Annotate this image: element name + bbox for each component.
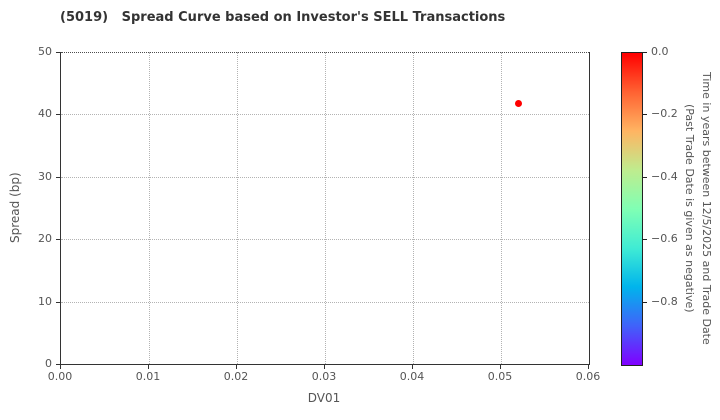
colorbar: [621, 52, 643, 366]
gridline-v: [413, 52, 414, 364]
y-tick-label: 40: [38, 107, 52, 120]
colorbar-tick-mark: [643, 177, 647, 178]
y-tick-mark: [56, 302, 60, 303]
colorbar-tick-mark: [643, 52, 647, 53]
y-tick-mark: [56, 239, 60, 240]
x-tick-mark: [324, 365, 325, 369]
colorbar-label-line1: Time in years between 12/5/2025 and Trad…: [700, 71, 713, 345]
x-tick-label: 0.06: [575, 370, 601, 383]
colorbar-tick-label: −0.4: [651, 170, 678, 183]
x-tick-label: 0.05: [487, 370, 513, 383]
y-tick-label: 0: [45, 357, 52, 370]
y-axis-label: Spread (bp): [8, 172, 22, 244]
colorbar-tick-mark: [643, 302, 647, 303]
y-tick-label: 30: [38, 170, 52, 183]
colorbar-tick-label: −0.2: [651, 107, 678, 120]
gridline-v: [237, 52, 238, 364]
gridline-v: [325, 52, 326, 364]
gridline-h: [61, 177, 589, 178]
colorbar-tick-mark: [643, 239, 647, 240]
y-tick-label: 10: [38, 295, 52, 308]
x-tick-mark: [60, 365, 61, 369]
x-tick-mark: [412, 365, 413, 369]
x-tick-mark: [148, 365, 149, 369]
gridline-h: [61, 114, 589, 115]
gridline-v: [149, 52, 150, 364]
y-tick-label: 20: [38, 232, 52, 245]
gridline-h: [61, 302, 589, 303]
x-tick-mark: [588, 365, 589, 369]
gridline-h: [61, 239, 589, 240]
gridline-v: [501, 52, 502, 364]
chart-title: (5019) Spread Curve based on Investor's …: [60, 10, 506, 25]
y-tick-mark: [56, 52, 60, 53]
y-tick-mark: [56, 364, 60, 365]
x-tick-label: 0.00: [47, 370, 73, 383]
colorbar-label: Time in years between 12/5/2025 and Trad…: [679, 52, 715, 364]
colorbar-tick-mark: [643, 114, 647, 115]
y-tick-mark: [56, 177, 60, 178]
data-point: [515, 100, 523, 108]
colorbar-tick-label: −0.6: [651, 232, 678, 245]
y-tick-label: 50: [38, 45, 52, 58]
x-tick-mark: [500, 365, 501, 369]
y-tick-mark: [56, 114, 60, 115]
x-tick-label: 0.04: [399, 370, 425, 383]
x-tick-mark: [236, 365, 237, 369]
colorbar-tick-label: −0.8: [651, 295, 678, 308]
colorbar-label-line2: (Past Trade Date is given as negative): [683, 103, 696, 313]
x-tick-label: 0.03: [311, 370, 337, 383]
x-tick-label: 0.02: [223, 370, 249, 383]
x-tick-label: 0.01: [135, 370, 161, 383]
x-axis-label: DV01: [307, 391, 341, 405]
plot-area: [60, 52, 590, 365]
colorbar-tick-label: 0.0: [651, 45, 669, 58]
